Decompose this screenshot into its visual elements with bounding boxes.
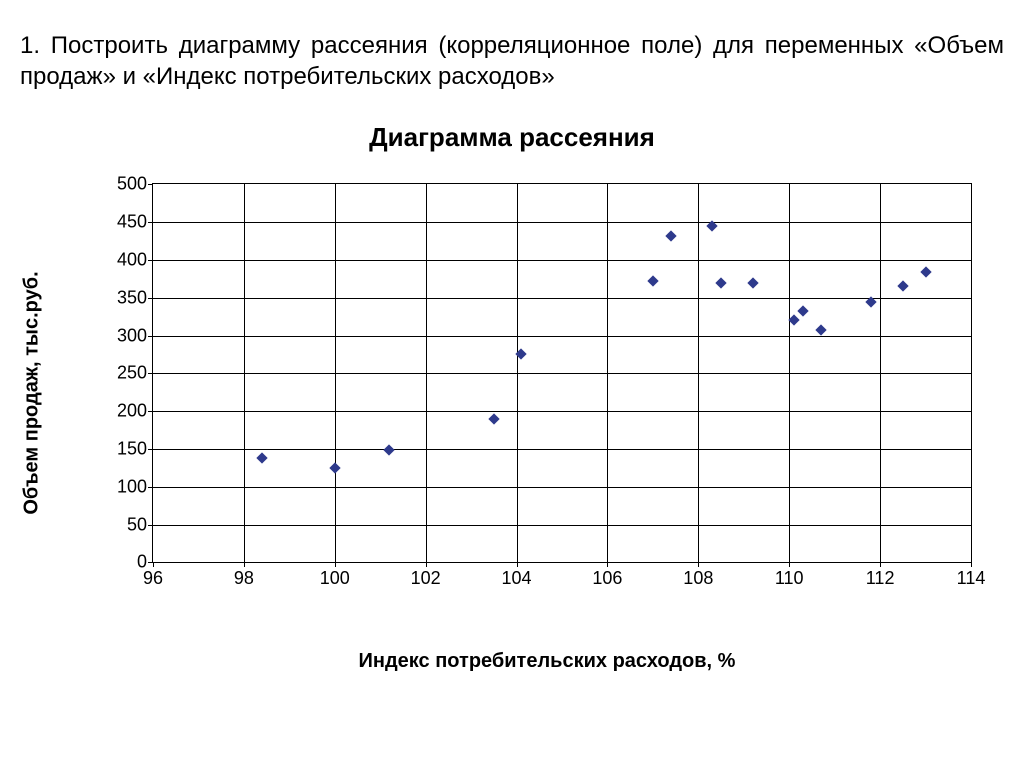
data-point [384, 445, 395, 456]
x-tick-label: 102 [411, 568, 441, 589]
data-point [256, 452, 267, 463]
y-tick-mark [148, 298, 153, 299]
gridline-vertical [607, 184, 608, 562]
gridline-horizontal [153, 449, 971, 450]
x-tick-mark [789, 562, 790, 567]
gridline-vertical [789, 184, 790, 562]
y-tick-label: 200 [107, 401, 147, 422]
y-tick-mark [148, 449, 153, 450]
gridline-horizontal [153, 222, 971, 223]
y-tick-mark [148, 184, 153, 185]
task-description: 1. Построить диаграмму рассеяния (коррел… [0, 0, 1024, 102]
data-point [715, 277, 726, 288]
data-point [488, 413, 499, 424]
x-tick-label: 100 [320, 568, 350, 589]
x-tick-mark [698, 562, 699, 567]
gridline-horizontal [153, 260, 971, 261]
data-point [747, 277, 758, 288]
x-tick-mark [517, 562, 518, 567]
plot-area: 0501001502002503003504004505009698100102… [152, 183, 972, 563]
gridline-vertical [244, 184, 245, 562]
y-tick-mark [148, 525, 153, 526]
x-tick-label: 98 [234, 568, 254, 589]
y-tick-mark [148, 222, 153, 223]
x-tick-label: 112 [866, 568, 895, 589]
gridline-horizontal [153, 525, 971, 526]
x-tick-label: 96 [143, 568, 163, 589]
y-tick-label: 350 [107, 287, 147, 308]
data-point [815, 324, 826, 335]
x-tick-mark [971, 562, 972, 567]
y-tick-label: 300 [107, 325, 147, 346]
gridline-vertical [698, 184, 699, 562]
y-tick-label: 250 [107, 363, 147, 384]
gridline-horizontal [153, 411, 971, 412]
gridline-vertical [517, 184, 518, 562]
gridline-vertical [335, 184, 336, 562]
x-tick-label: 110 [775, 568, 804, 589]
gridline-vertical [880, 184, 881, 562]
y-tick-mark [148, 336, 153, 337]
gridline-horizontal [153, 298, 971, 299]
y-tick-mark [148, 487, 153, 488]
scatter-chart: Объем продаж, тыс.руб. 05010015020025030… [42, 183, 982, 603]
x-tick-label: 106 [592, 568, 622, 589]
y-tick-label: 50 [107, 514, 147, 535]
y-tick-label: 500 [107, 174, 147, 195]
y-tick-mark [148, 373, 153, 374]
gridline-horizontal [153, 336, 971, 337]
y-tick-label: 100 [107, 476, 147, 497]
x-tick-mark [244, 562, 245, 567]
x-tick-mark [607, 562, 608, 567]
x-axis-label: Индекс потребительских расходов, % [42, 650, 982, 673]
y-tick-mark [148, 411, 153, 412]
x-tick-mark [153, 562, 154, 567]
x-tick-label: 108 [683, 568, 713, 589]
gridline-vertical [426, 184, 427, 562]
x-tick-label: 114 [957, 568, 986, 589]
y-tick-mark [148, 260, 153, 261]
x-tick-mark [335, 562, 336, 567]
data-point [647, 275, 658, 286]
y-tick-label: 400 [107, 249, 147, 270]
data-point [797, 306, 808, 317]
y-tick-label: 0 [107, 552, 147, 573]
gridline-horizontal [153, 373, 971, 374]
data-point [920, 266, 931, 277]
y-tick-label: 450 [107, 212, 147, 233]
y-tick-label: 150 [107, 438, 147, 459]
data-point [665, 230, 676, 241]
x-tick-mark [880, 562, 881, 567]
data-point [897, 281, 908, 292]
chart-title: Диаграмма рассеяния [0, 122, 1024, 153]
x-tick-label: 104 [502, 568, 532, 589]
gridline-horizontal [153, 487, 971, 488]
data-point [329, 462, 340, 473]
x-tick-mark [426, 562, 427, 567]
y-axis-label: Объем продаж, тыс.руб. [21, 272, 44, 515]
